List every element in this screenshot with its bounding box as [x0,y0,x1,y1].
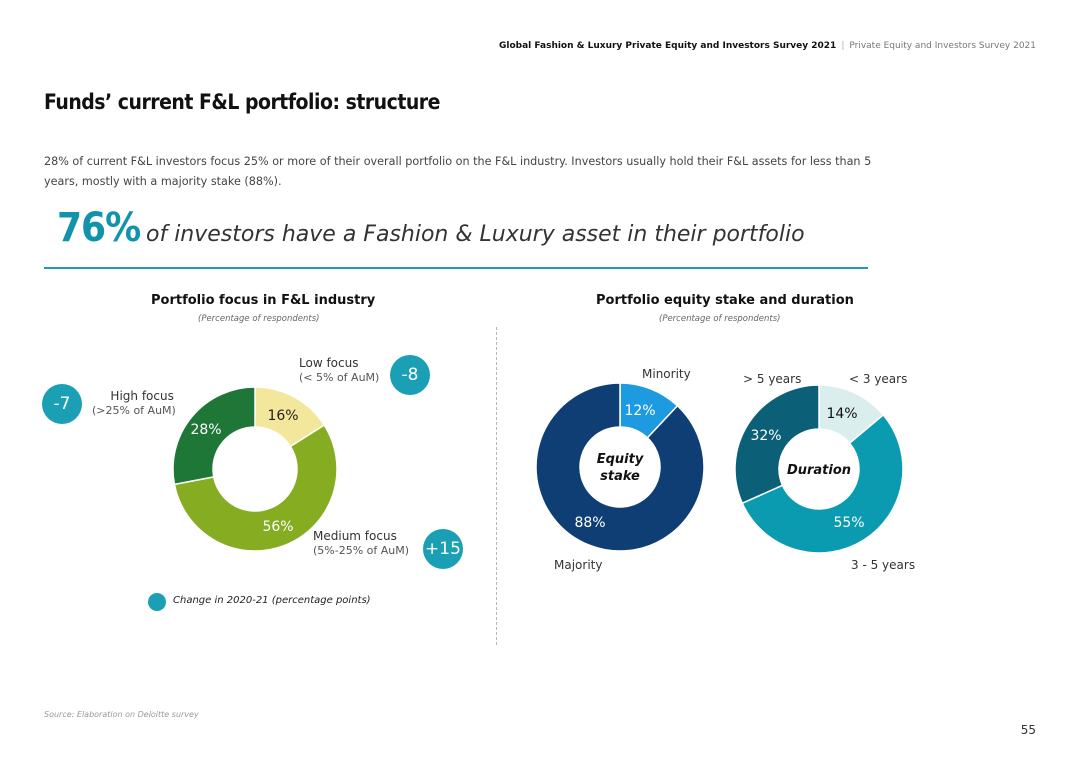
medium-focus-name: Medium focus [313,529,397,543]
highlight-value: 76% [57,205,141,251]
donut3-pct-label-1: 55% [833,515,864,531]
donut2-slice-1 [535,382,705,552]
under-3-years-label: < 3 years [849,372,908,386]
medium-focus-label: Medium focus (5%-25% of AuM) [313,529,409,557]
donut3-center-label-0: Duration [787,463,851,478]
donut3-pct-label-2: 32% [750,428,781,444]
header-report-title: Global Fashion & Luxury Private Equity a… [499,41,837,51]
high-focus-range: (>25% of AuM) [92,404,176,417]
low-focus-change-badge: -8 [390,355,430,395]
donut2-pct-label-1: 88% [574,515,605,531]
majority-label: Majority [554,558,603,572]
3-5-years-label: 3 - 5 years [851,558,916,572]
donut2-pct-label-0: 12% [624,403,655,419]
medium-focus-range: (5%-25% of AuM) [313,544,410,557]
donut-duration: 14% 55% 32% Duration [734,384,904,554]
high-focus-name: High focus [110,389,174,403]
highlight-text: of investors have a Fashion & Luxury ass… [146,222,805,247]
over-5-years-label: > 5 years [743,372,802,386]
donut-portfolio-focus: 16% 56% 28% [172,386,338,552]
chart-separator [496,327,497,645]
low-focus-label: Low focus (< 5% of AuM) [299,356,379,384]
donut1-pct-label-1: 56% [262,519,293,535]
donut-equity-stake: 12% 88% Equity stake [535,382,705,552]
donut3-pct-label-0: 14% [826,406,857,422]
high-focus-label: High focus (>25% of AuM) [92,389,176,417]
page-header: Global Fashion & Luxury Private Equity a… [499,41,1036,51]
divider-rule [44,267,868,269]
left-chart-title: Portfolio focus in F&L industry [151,293,376,308]
low-focus-name: Low focus [299,356,359,370]
page-number: 55 [1020,723,1036,737]
donut2-center-label-0: Equity [597,452,644,467]
donut3-slice-1 [741,413,904,554]
minority-label: Minority [642,367,691,381]
intro-text: 28% of current F&L investors focus 25% o… [44,155,872,188]
source-note: Source: Elaboration on Deloitte survey [44,710,199,719]
right-chart-title: Portfolio equity stake and duration [596,293,854,308]
left-chart-subtitle: (Percentage of respondents) [198,314,320,324]
low-focus-range: (< 5% of AuM) [299,371,380,384]
legend-dot [148,593,166,611]
right-chart-subtitle: (Percentage of respondents) [659,314,781,324]
donut1-slice-1 [173,424,338,552]
donut3-slice-2 [734,384,820,505]
medium-focus-change-badge: +15 [423,529,463,569]
donut1-pct-label-2: 28% [190,422,221,438]
donut1-pct-label-0: 16% [267,408,298,424]
high-focus-change-badge: -7 [42,384,82,424]
legend-text: Change in 2020-21 (percentage points) [173,595,371,606]
header-subtitle: Private Equity and Investors Survey 2021 [849,41,1036,51]
donut1-slice-2 [172,386,256,486]
donut2-center-label-1: stake [600,469,640,484]
page-title: Funds’ current F&L portfolio: structure [44,90,440,114]
header-separator: | [841,41,845,51]
